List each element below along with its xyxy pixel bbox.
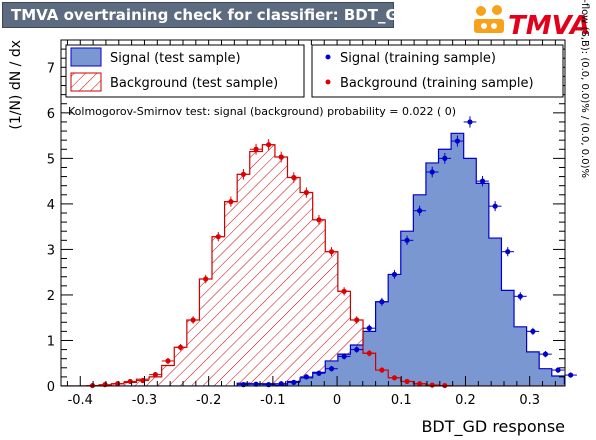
signal-train-point [429,169,435,175]
legend-signal-train-label: Signal (training sample) [340,51,496,66]
x-tick-label: 0 [333,393,341,408]
x-tick-label: 0.1 [391,393,412,408]
x-tick-label: -0.1 [260,393,285,408]
y-tick-label: 5 [47,152,55,167]
y-tick-label: 7 [47,61,55,76]
signal-train-point [379,299,385,305]
signal-train-point [467,119,473,125]
title-box: TMVA overtraining check for classifier: … [2,2,410,28]
legend-background-test-swatch [70,72,102,92]
y-tick-label: 4 [47,198,55,213]
y-tick-label: 0 [47,380,55,395]
x-tick-label: -0.2 [196,393,221,408]
legend-signal-test-label: Signal (test sample) [110,51,241,66]
y-tick-label: 6 [47,107,55,122]
legend-signal-test-swatch [70,47,102,67]
background-train-point [253,146,259,152]
signal-train-point [328,366,335,372]
background-train-point [291,174,297,181]
background-train-point [341,288,347,294]
background-train-point [215,234,221,240]
signal-train-point [454,138,460,144]
signal-train-point [404,237,410,243]
ks-annotation: Kolmogorov-Smirnov test: signal (backgro… [68,105,456,118]
chart-title: TMVA overtraining check for classifier: … [11,6,411,24]
signal-train-point [479,178,486,184]
overflow-note: U/O-flow (S,B): (0.0, 0.0)% / (0.0, 0.0)… [579,0,590,178]
x-tick-label: -0.4 [68,393,93,408]
legend-background-train-label: Background (training sample) [340,76,534,91]
signal-train-point [316,370,322,376]
signal-train-point [555,367,561,373]
x-tick-label: 0.2 [455,393,476,408]
signal-train-point [278,381,284,387]
signal-train-point [391,271,398,278]
background-train-point [152,372,158,378]
signal-train-point [366,325,372,331]
background-train-point [303,189,309,196]
x-tick-label: 0.3 [519,393,540,408]
background-train-point [266,142,272,148]
legend-right-box [311,44,564,98]
signal-train-point [253,381,259,387]
signal-train-point [505,249,511,255]
background-train-point [366,350,372,356]
signal-train-point [417,208,423,214]
signal-train-point [291,379,297,385]
legend-left-box [65,44,305,98]
background-train-point [354,317,360,323]
signal-train-point [517,293,523,299]
y-axis-label: (1/N) dN / dx [8,40,24,130]
x-tick-label: -0.3 [132,393,157,408]
y-tick-label: 2 [47,289,55,304]
background-train-point [190,317,196,323]
background-train-point [429,382,435,388]
background-train-point [404,378,410,385]
background-train-point [228,199,234,205]
legend-background-train-marker [325,79,331,85]
background-train-point [316,217,322,223]
background-train-point [203,276,209,282]
background-train-point [278,154,284,160]
background-train-point [328,249,335,255]
logo-dots-icon [474,5,504,33]
signal-train-point [542,351,549,357]
signal-train-point [354,346,360,353]
background-train-point [165,358,171,364]
signal-train-point [303,374,309,380]
tmva-logo: TMVA [474,5,590,40]
background-train-point [417,381,423,387]
y-tick-label: 3 [47,243,55,258]
axes-layer: -0.4 -0.3 -0.2 -0.1 0 0.1 0.2 0.3 0 1 2 3 4 5 6 7 [47,40,565,408]
background-train-point [240,171,247,177]
logo-text: TMVA [508,11,590,40]
legend-signal-train-marker [325,54,331,60]
signal-train-point [442,155,448,161]
background-train-point [177,344,184,350]
x-axis-label: BDT_GD response [421,417,565,437]
signal-train-point [568,372,574,378]
legend-background-test-label: Background (test sample) [110,76,278,91]
signal-train-point [492,203,498,209]
signal-test-fill [61,133,565,386]
signal-train-point [530,328,536,334]
background-train-point [391,375,398,381]
y-tick-label: 1 [47,334,55,349]
legend: Signal (test sample) Background (test sa… [65,44,564,98]
signal-train-point [341,353,347,360]
background-train-point [379,367,385,373]
